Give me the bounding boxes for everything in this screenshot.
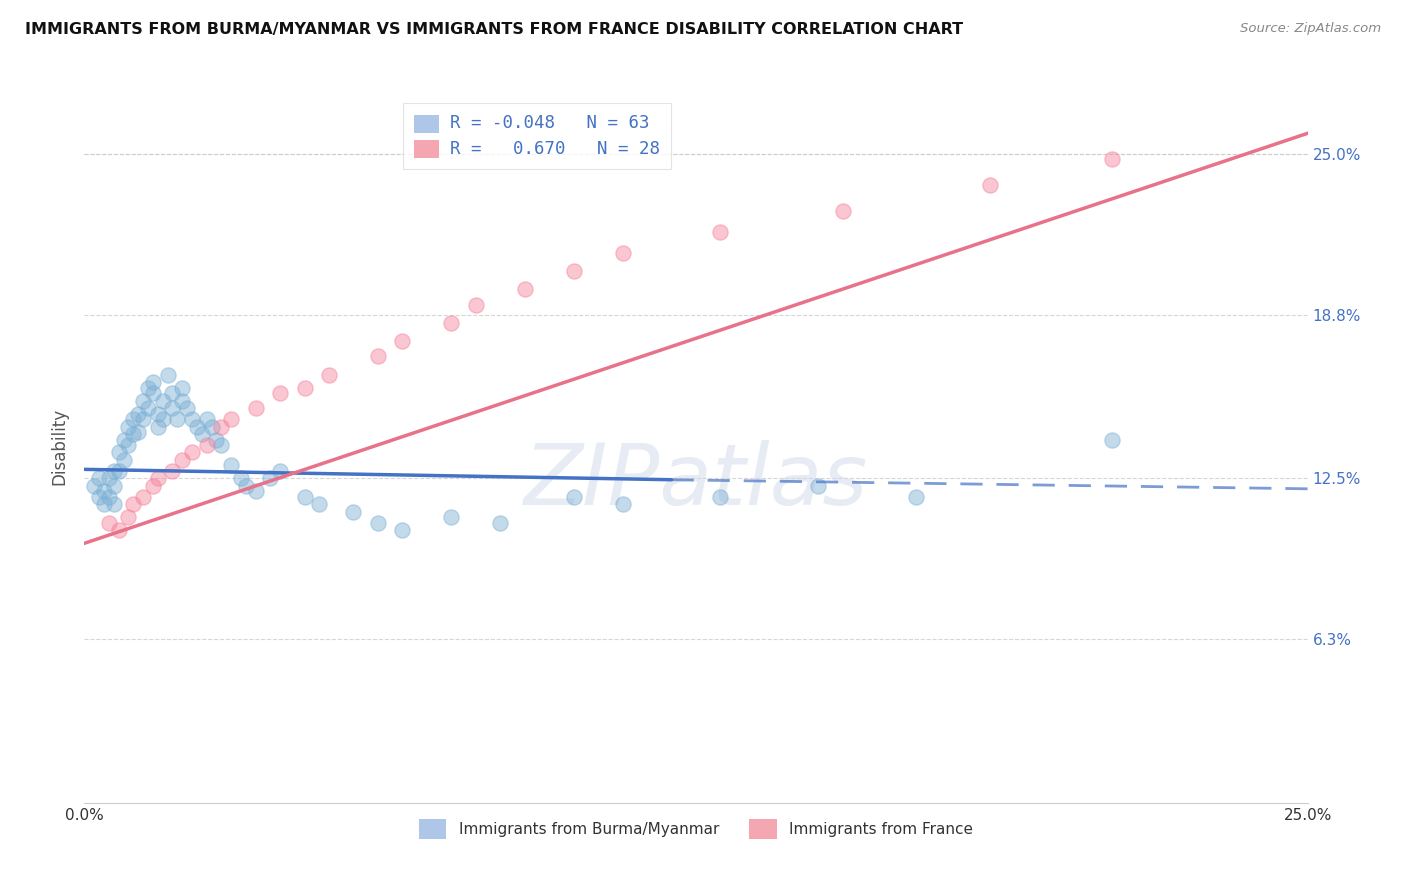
Point: [807, 479, 830, 493]
Point: [195, 438, 218, 452]
Point: [562, 490, 585, 504]
Point: [107, 464, 129, 478]
Point: [205, 433, 228, 447]
Point: [269, 385, 291, 400]
Point: [245, 401, 267, 416]
Point: [831, 204, 853, 219]
Point: [103, 464, 125, 478]
Point: [209, 419, 232, 434]
Point: [229, 471, 252, 485]
Point: [513, 282, 536, 296]
Point: [107, 445, 129, 459]
Point: [152, 411, 174, 425]
Point: [464, 297, 486, 311]
Point: [87, 490, 110, 504]
Text: IMMIGRANTS FROM BURMA/MYANMAR VS IMMIGRANTS FROM FRANCE DISABILITY CORRELATION C: IMMIGRANTS FROM BURMA/MYANMAR VS IMMIGRA…: [25, 22, 963, 37]
Point: [87, 471, 110, 485]
Point: [235, 479, 257, 493]
Point: [181, 445, 204, 459]
Point: [112, 433, 135, 447]
Text: Source: ZipAtlas.com: Source: ZipAtlas.com: [1240, 22, 1381, 36]
Point: [709, 490, 731, 504]
Point: [318, 368, 340, 382]
Point: [146, 471, 169, 485]
Point: [146, 419, 169, 434]
Point: [162, 401, 184, 416]
Point: [489, 516, 512, 530]
Point: [342, 505, 364, 519]
Text: ZIPatlas: ZIPatlas: [524, 440, 868, 524]
Point: [117, 419, 139, 434]
Point: [117, 510, 139, 524]
Point: [156, 368, 179, 382]
Point: [142, 385, 165, 400]
Point: [132, 490, 155, 504]
Point: [103, 497, 125, 511]
Point: [142, 376, 165, 390]
Point: [172, 453, 194, 467]
Point: [979, 178, 1001, 193]
Point: [162, 385, 184, 400]
Point: [186, 419, 208, 434]
Point: [93, 484, 115, 499]
Point: [97, 471, 120, 485]
Point: [209, 438, 232, 452]
Point: [191, 427, 214, 442]
Point: [127, 425, 149, 439]
Point: [219, 458, 242, 473]
Point: [294, 381, 316, 395]
Point: [117, 438, 139, 452]
Point: [122, 497, 145, 511]
Point: [440, 316, 463, 330]
Point: [245, 484, 267, 499]
Point: [136, 381, 159, 395]
Point: [367, 516, 389, 530]
Point: [122, 427, 145, 442]
Point: [172, 381, 194, 395]
Point: [132, 393, 155, 408]
Point: [172, 393, 194, 408]
Point: [562, 264, 585, 278]
Point: [200, 419, 222, 434]
Point: [136, 401, 159, 416]
Point: [308, 497, 330, 511]
Point: [195, 411, 218, 425]
Point: [166, 411, 188, 425]
Point: [152, 393, 174, 408]
Point: [440, 510, 463, 524]
Point: [97, 490, 120, 504]
Point: [132, 411, 155, 425]
Point: [259, 471, 281, 485]
Point: [1101, 153, 1123, 167]
Legend: Immigrants from Burma/Myanmar, Immigrants from France: Immigrants from Burma/Myanmar, Immigrant…: [413, 814, 979, 845]
Point: [112, 453, 135, 467]
Point: [103, 479, 125, 493]
Point: [181, 411, 204, 425]
Point: [219, 411, 242, 425]
Point: [1101, 433, 1123, 447]
Point: [709, 225, 731, 239]
Point: [612, 245, 634, 260]
Point: [905, 490, 928, 504]
Point: [176, 401, 198, 416]
Point: [391, 524, 413, 538]
Point: [122, 411, 145, 425]
Point: [83, 479, 105, 493]
Point: [391, 334, 413, 348]
Point: [107, 524, 129, 538]
Point: [162, 464, 184, 478]
Y-axis label: Disability: Disability: [51, 408, 69, 484]
Point: [97, 516, 120, 530]
Point: [142, 479, 165, 493]
Point: [294, 490, 316, 504]
Point: [93, 497, 115, 511]
Point: [269, 464, 291, 478]
Point: [127, 407, 149, 421]
Point: [146, 407, 169, 421]
Point: [367, 350, 389, 364]
Point: [612, 497, 634, 511]
